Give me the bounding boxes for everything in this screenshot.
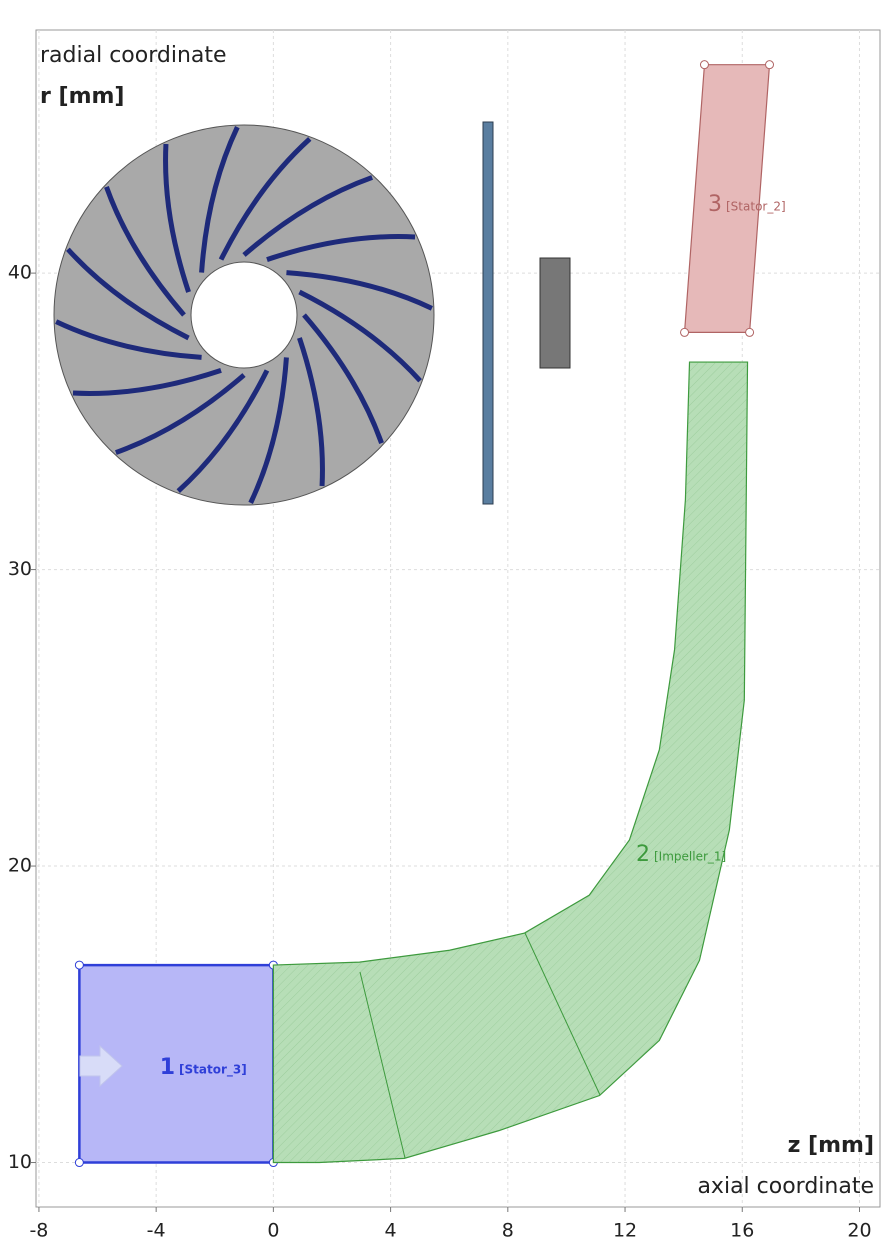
- x-tick-label: 4: [385, 1220, 397, 1242]
- component-name: [Stator_3]: [179, 1063, 247, 1078]
- vertex-handle: [746, 328, 754, 336]
- vertex-handle: [700, 61, 708, 69]
- y-tick-label: 10: [8, 1151, 32, 1173]
- component-number: 2: [636, 842, 650, 867]
- vertex-handle: [75, 1159, 83, 1167]
- x-axis-label: z [mm]: [788, 1133, 874, 1158]
- component-number: 3: [708, 192, 722, 217]
- x-tick-label: 8: [502, 1220, 514, 1242]
- y-tick-label: 20: [8, 855, 32, 877]
- x-tick-label: -8: [29, 1220, 48, 1242]
- vertex-handle: [75, 961, 83, 969]
- x-tick-label: 12: [613, 1220, 637, 1242]
- chart: radial coordinate r [mm] z [mm] axial co…: [0, 0, 883, 1246]
- side-view-plate: [483, 122, 493, 504]
- impeller-preview: [54, 122, 570, 505]
- x-tick-label: -4: [147, 1220, 166, 1242]
- x-axis-caption: axial coordinate: [697, 1174, 874, 1199]
- component-number: 1: [160, 1055, 175, 1080]
- x-tick-label: 0: [267, 1220, 279, 1242]
- side-view-hub: [540, 258, 570, 368]
- x-tick-label: 20: [847, 1220, 871, 1242]
- y-tick-label: 30: [8, 558, 32, 580]
- y-axis-label: r [mm]: [40, 84, 124, 109]
- impeller-hub-hole: [191, 262, 297, 368]
- vertex-handle: [681, 328, 689, 336]
- x-tick-label: 16: [730, 1220, 754, 1242]
- vertex-handle: [766, 61, 774, 69]
- component-name: [Impeller_1]: [654, 850, 726, 864]
- y-tick-label: 40: [8, 262, 32, 284]
- y-axis-caption: radial coordinate: [40, 43, 227, 68]
- component-name: [Stator_2]: [726, 200, 786, 214]
